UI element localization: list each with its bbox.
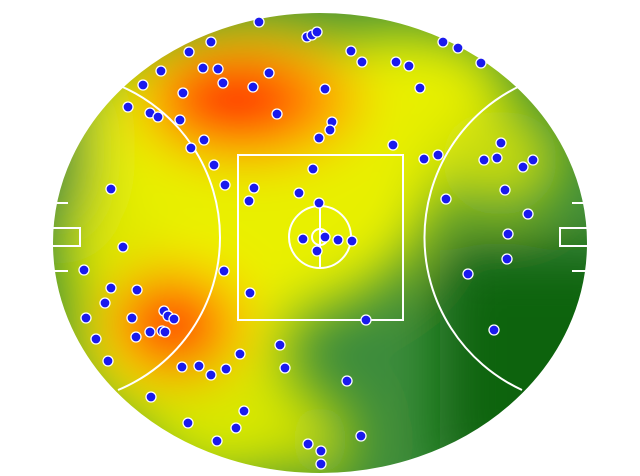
point xyxy=(311,26,323,38)
point xyxy=(355,430,367,442)
point xyxy=(522,208,534,220)
point xyxy=(102,355,114,367)
point xyxy=(501,253,513,265)
point xyxy=(414,82,426,94)
point xyxy=(274,339,286,351)
point xyxy=(122,101,134,113)
point xyxy=(319,231,331,243)
point xyxy=(495,137,507,149)
point xyxy=(193,360,205,372)
point xyxy=(315,458,327,470)
point xyxy=(319,83,331,95)
point xyxy=(208,159,220,171)
point xyxy=(205,36,217,48)
point xyxy=(302,438,314,450)
point xyxy=(462,268,474,280)
point xyxy=(105,282,117,294)
point xyxy=(144,326,156,338)
point xyxy=(230,422,242,434)
point xyxy=(238,405,250,417)
point xyxy=(243,195,255,207)
point xyxy=(253,16,265,28)
point xyxy=(488,324,500,336)
point xyxy=(217,77,229,89)
point xyxy=(332,234,344,246)
point xyxy=(491,152,503,164)
point xyxy=(152,111,164,123)
point xyxy=(313,197,325,209)
point xyxy=(293,187,305,199)
point xyxy=(131,284,143,296)
point xyxy=(145,391,157,403)
point xyxy=(324,124,336,136)
point xyxy=(219,179,231,191)
point xyxy=(432,149,444,161)
point xyxy=(198,134,210,146)
point xyxy=(126,312,138,324)
point xyxy=(211,435,223,447)
point xyxy=(177,87,189,99)
point xyxy=(517,161,529,173)
point xyxy=(220,363,232,375)
point xyxy=(297,233,309,245)
point xyxy=(155,65,167,77)
point xyxy=(478,154,490,166)
point xyxy=(105,183,117,195)
point xyxy=(90,333,102,345)
point xyxy=(437,36,449,48)
point xyxy=(390,56,402,68)
point xyxy=(185,142,197,154)
point xyxy=(212,63,224,75)
point xyxy=(80,312,92,324)
point xyxy=(137,79,149,91)
point xyxy=(356,56,368,68)
point xyxy=(313,132,325,144)
point xyxy=(341,375,353,387)
point xyxy=(234,348,246,360)
point xyxy=(197,62,209,74)
point xyxy=(263,67,275,79)
point xyxy=(452,42,464,54)
points xyxy=(78,16,539,470)
point xyxy=(205,369,217,381)
point xyxy=(130,331,142,343)
point xyxy=(475,57,487,69)
point xyxy=(248,182,260,194)
point xyxy=(311,245,323,257)
point xyxy=(418,153,430,165)
point xyxy=(315,445,327,457)
point xyxy=(159,326,171,338)
point xyxy=(271,108,283,120)
point xyxy=(403,60,415,72)
point xyxy=(502,228,514,240)
point xyxy=(117,241,129,253)
point xyxy=(244,287,256,299)
point xyxy=(387,139,399,151)
point xyxy=(183,46,195,58)
point xyxy=(218,265,230,277)
point xyxy=(360,314,372,326)
point xyxy=(176,361,188,373)
point xyxy=(307,163,319,175)
point xyxy=(440,193,452,205)
point xyxy=(247,81,259,93)
point xyxy=(168,313,180,325)
point xyxy=(182,417,194,429)
point xyxy=(99,297,111,309)
point xyxy=(346,235,358,247)
point xyxy=(499,184,511,196)
point xyxy=(279,362,291,374)
point xyxy=(345,45,357,57)
point xyxy=(527,154,539,166)
point xyxy=(174,114,186,126)
point xyxy=(78,264,90,276)
